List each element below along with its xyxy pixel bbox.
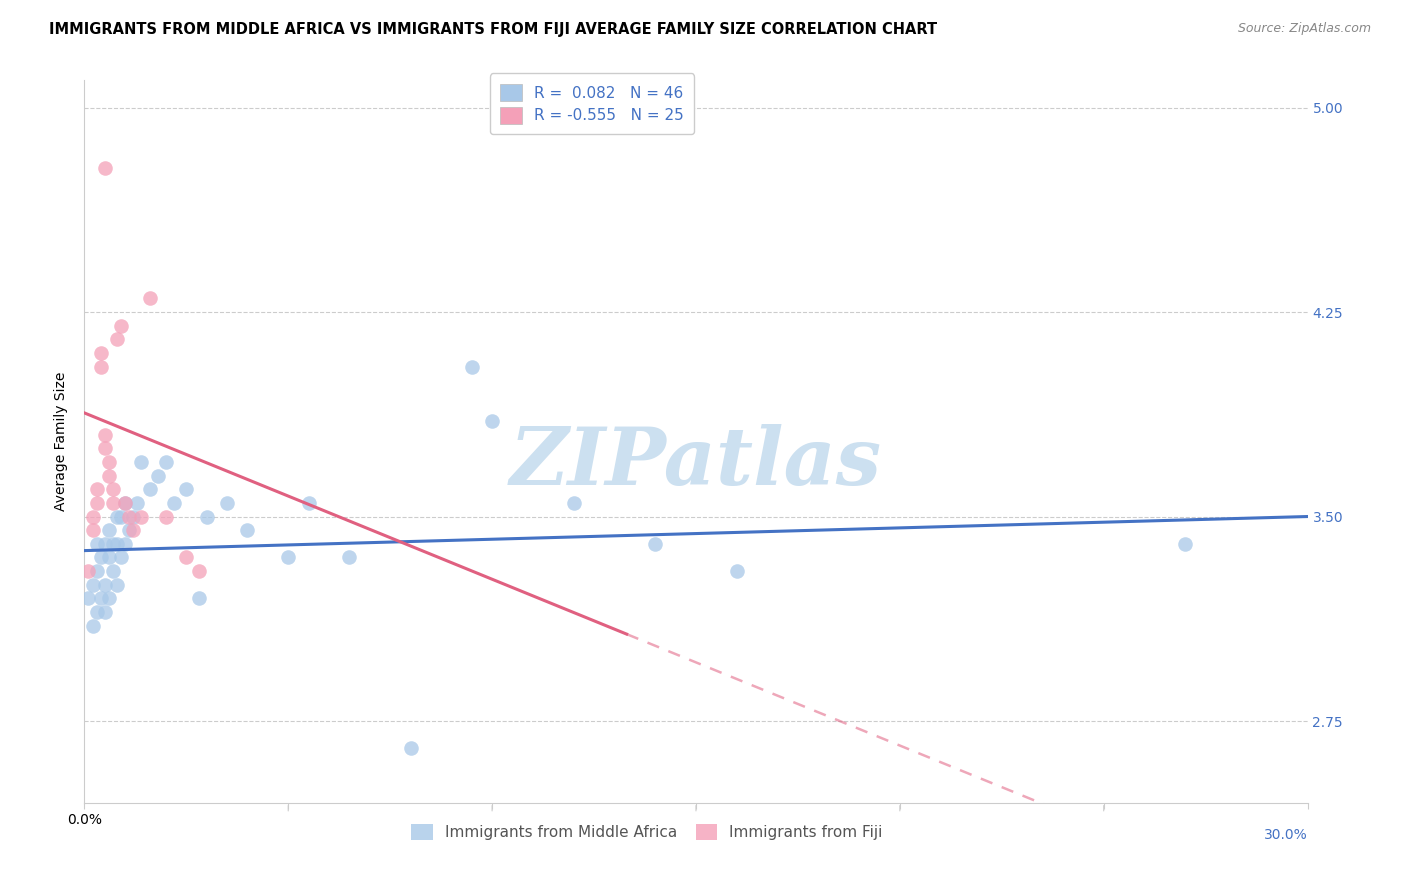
Point (93, 537, 115, 551)
Point (97, 550, 120, 565)
Point (101, 564, 124, 578)
Point (86, 564, 108, 578)
Point (187, 591, 209, 606)
Point (82, 509, 104, 524)
Point (82, 577, 104, 591)
Point (77, 564, 100, 578)
Point (236, 523, 259, 537)
Point (110, 509, 132, 524)
Point (217, 496, 239, 510)
Point (603, 878, 626, 892)
Point (122, 523, 145, 537)
Point (146, 468, 169, 483)
Point (86, 537, 108, 551)
Point (114, 496, 136, 510)
Point (138, 482, 160, 496)
Point (90, 346, 112, 360)
Point (174, 550, 197, 565)
Point (277, 550, 299, 565)
Point (97, 468, 120, 483)
Point (562, 496, 585, 510)
Point (118, 523, 141, 537)
Point (155, 455, 177, 469)
Point (114, 496, 136, 510)
Point (131, 455, 153, 469)
Point (86, 605, 108, 619)
Point (97, 523, 120, 537)
Point (399, 741, 422, 756)
Point (93, 442, 115, 456)
Point (93, 577, 115, 591)
Point (174, 482, 197, 496)
Point (105, 509, 128, 524)
Point (101, 482, 124, 496)
Point (1174, 537, 1197, 551)
Legend: Immigrants from Middle Africa, Immigrants from Fiji: Immigrants from Middle Africa, Immigrant… (402, 814, 891, 849)
Text: 30.0%: 30.0% (1264, 828, 1308, 842)
Point (82, 523, 104, 537)
Point (110, 318, 132, 333)
Point (461, 359, 484, 374)
Point (105, 537, 128, 551)
Point (163, 496, 186, 510)
Point (155, 509, 177, 524)
Point (105, 332, 128, 346)
Point (90, 550, 112, 565)
Point (339, 550, 361, 565)
Point (101, 496, 124, 510)
Point (195, 509, 218, 524)
Point (97, 591, 120, 606)
Point (114, 537, 136, 551)
Point (77, 591, 100, 606)
Y-axis label: Average Family Size: Average Family Size (55, 372, 69, 511)
Point (93, 427, 115, 442)
Point (101, 537, 124, 551)
Text: ZIPatlas: ZIPatlas (510, 425, 882, 502)
Point (138, 292, 160, 306)
Point (110, 550, 132, 565)
Point (97, 455, 120, 469)
Point (82, 618, 104, 632)
Point (122, 509, 145, 524)
Point (90, 359, 112, 374)
Point (644, 537, 666, 551)
Point (90, 591, 112, 606)
Text: IMMIGRANTS FROM MIDDLE AFRICA VS IMMIGRANTS FROM FIJI AVERAGE FAMILY SIZE CORREL: IMMIGRANTS FROM MIDDLE AFRICA VS IMMIGRA… (49, 22, 938, 37)
Point (86, 482, 108, 496)
Point (187, 564, 209, 578)
Point (725, 564, 748, 578)
Point (298, 496, 321, 510)
Point (127, 496, 149, 510)
Point (118, 509, 141, 524)
Text: Source: ZipAtlas.com: Source: ZipAtlas.com (1237, 22, 1371, 36)
Point (131, 509, 153, 524)
Point (86, 496, 108, 510)
Point (93, 605, 115, 619)
Point (481, 414, 503, 428)
Point (93, 161, 115, 175)
Point (105, 577, 128, 591)
